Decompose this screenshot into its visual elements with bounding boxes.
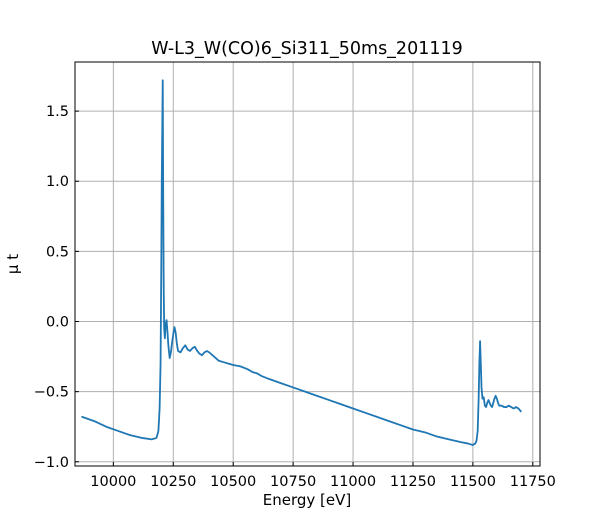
x-tick-label: 10000	[90, 474, 136, 490]
x-tick-label: 11750	[510, 474, 556, 490]
x-tick-label: 10250	[150, 474, 196, 490]
y-tick-label: −0.5	[34, 385, 69, 401]
y-tick-label: 0.0	[46, 315, 69, 331]
y-axis-label: μ t	[4, 254, 22, 274]
x-axis-label: Energy [eV]	[263, 491, 351, 509]
y-tick-label: 1.0	[46, 174, 69, 190]
ticks: 10000 10250 10500 10750 11000 11250 11500 11750…	[34, 104, 556, 490]
y-tick-label: −1.0	[34, 455, 69, 471]
chart-title: W-L3_W(CO)6_Si311_50ms_201119	[151, 39, 463, 59]
series-line-0	[81, 79, 522, 446]
y-tick-label: 0.5	[46, 244, 69, 260]
x-tick-label: 10750	[270, 474, 316, 490]
grid	[75, 62, 540, 466]
x-tick-label: 11000	[330, 474, 376, 490]
plot-frame	[74, 61, 541, 467]
x-tick-label: 11250	[390, 474, 436, 490]
x-tick-label: 10500	[210, 474, 256, 490]
x-tick-label: 11500	[450, 474, 496, 490]
y-tick-label: 1.5	[46, 104, 69, 120]
series-layer	[81, 79, 522, 446]
